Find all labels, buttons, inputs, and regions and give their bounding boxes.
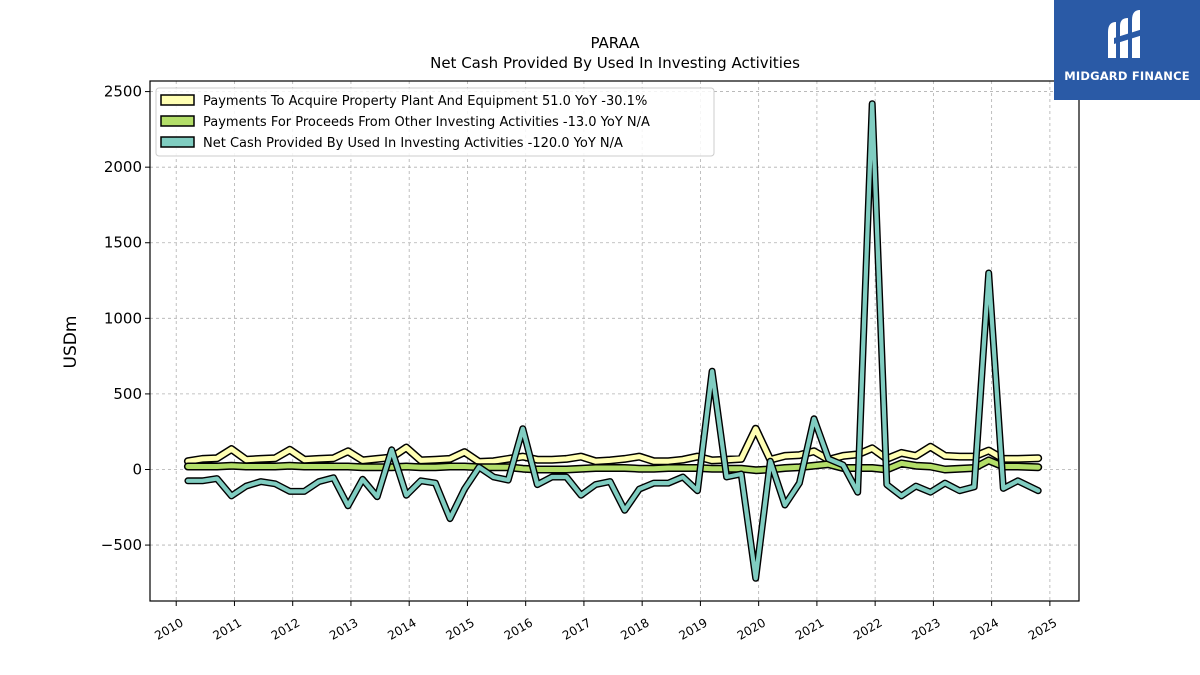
x-tick-label: 2023 <box>909 615 942 642</box>
y-tick-label: 0 <box>132 460 142 478</box>
chart-title: PARAA <box>590 34 640 52</box>
y-tick-label: 2500 <box>104 83 142 101</box>
legend-box <box>155 87 715 157</box>
x-tick-label: 2013 <box>327 615 360 642</box>
legend-label: Payments For Proceeds From Other Investi… <box>203 115 650 130</box>
x-axis: 2010 2011 2012 2013 2014 2015 2016 2017 2018 2019… <box>152 601 1059 643</box>
y-axis-label: USDm <box>61 316 81 369</box>
y-tick-label: 2000 <box>104 158 142 176</box>
series-layer <box>183 100 1043 582</box>
series-line-1 <box>183 424 1043 466</box>
x-tick-label: 2010 <box>152 615 185 642</box>
plot-frame <box>149 80 1080 602</box>
y-tick-label: 1500 <box>104 234 142 252</box>
series-line-3 <box>184 100 1042 582</box>
legend-swatch <box>160 136 195 148</box>
chart-subtitle: Net Cash Provided By Used In Investing A… <box>430 54 800 72</box>
series-stroke <box>185 101 1041 581</box>
grid <box>150 81 1079 601</box>
x-tick-label: 2019 <box>676 615 709 642</box>
x-tick-label: 2012 <box>269 615 302 642</box>
y-tick-label: 1000 <box>104 309 142 327</box>
x-tick-label: 2018 <box>618 615 651 642</box>
legend-label: Payments To Acquire Property Plant And E… <box>203 94 647 109</box>
y-tick-label: 500 <box>113 385 142 403</box>
x-tick-label: 2021 <box>793 615 826 642</box>
series-stroke <box>185 457 1041 473</box>
x-tick-label: 2025 <box>1026 615 1059 642</box>
y-axis: −500 0 500 1000 1500 2000 2500 <box>101 83 150 554</box>
legend-swatch <box>160 94 195 106</box>
x-tick-label: 2022 <box>851 615 884 642</box>
series-stroke <box>185 426 1041 465</box>
y-tick-label: −500 <box>101 536 142 554</box>
series-line-2 <box>183 456 1043 475</box>
x-tick-label: 2015 <box>443 615 476 642</box>
x-tick-label: 2014 <box>385 615 418 642</box>
x-tick-label: 2011 <box>211 615 244 642</box>
legend: Payments To Acquire Property Plant And E… <box>155 87 715 157</box>
series-outline <box>184 100 1042 582</box>
legend-label: Net Cash Provided By Used In Investing A… <box>203 136 623 151</box>
x-tick-label: 2020 <box>735 615 768 642</box>
midgard-logo-icon <box>1108 10 1146 58</box>
x-tick-label: 2016 <box>502 615 535 642</box>
brand-name: MIDGARD FINANCE <box>1064 69 1190 83</box>
brand-logo: MIDGARD FINANCE <box>1054 0 1200 100</box>
legend-swatch <box>160 115 195 127</box>
x-tick-label: 2017 <box>560 615 593 642</box>
x-tick-label: 2024 <box>968 615 1001 642</box>
